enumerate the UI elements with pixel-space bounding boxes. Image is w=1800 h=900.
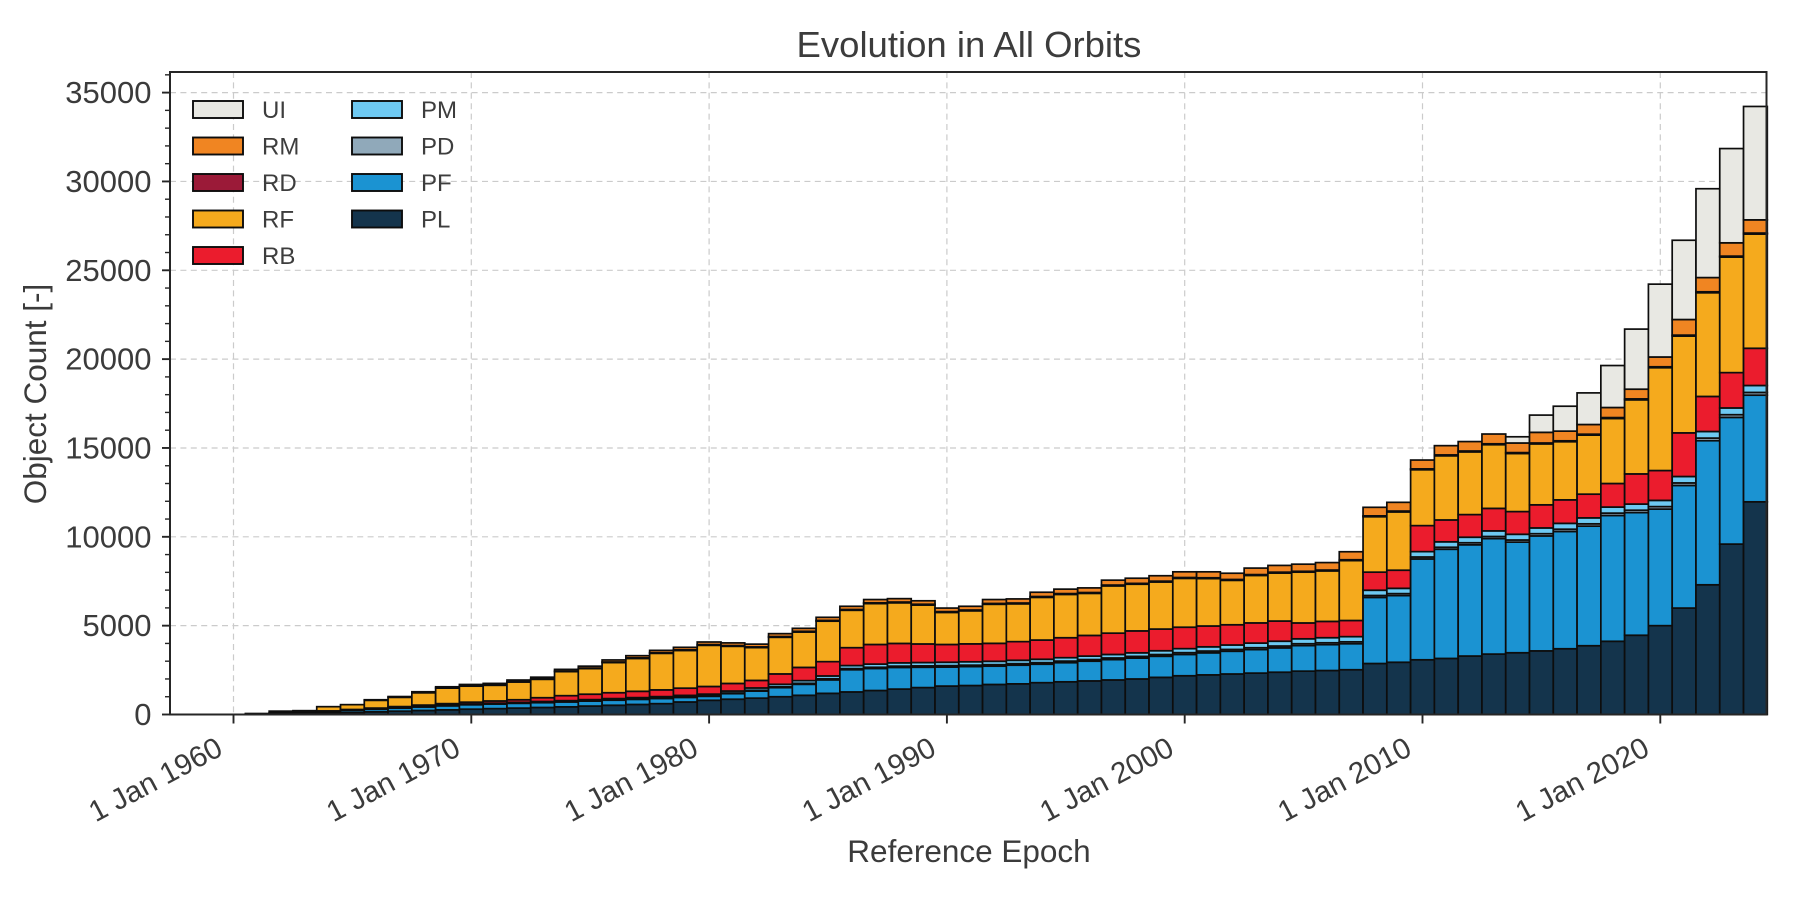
- svg-text:PD: PD: [421, 134, 454, 161]
- svg-text:0: 0: [134, 697, 151, 732]
- svg-text:PL: PL: [421, 207, 450, 234]
- svg-text:RF: RF: [262, 207, 294, 234]
- svg-text:35000: 35000: [65, 75, 151, 110]
- svg-text:Object Count [-]: Object Count [-]: [17, 284, 53, 505]
- svg-text:RB: RB: [262, 243, 295, 270]
- svg-text:30000: 30000: [65, 164, 151, 199]
- svg-text:RD: RD: [262, 170, 297, 197]
- svg-text:RM: RM: [262, 134, 299, 161]
- svg-text:20000: 20000: [65, 342, 151, 377]
- svg-text:15000: 15000: [65, 430, 151, 465]
- svg-text:UI: UI: [262, 97, 286, 124]
- svg-text:25000: 25000: [65, 253, 151, 288]
- svg-text:Evolution in All Orbits: Evolution in All Orbits: [797, 24, 1142, 65]
- svg-text:PF: PF: [421, 170, 452, 197]
- svg-text:5000: 5000: [83, 608, 152, 643]
- svg-text:Reference Epoch: Reference Epoch: [847, 833, 1090, 869]
- svg-text:PM: PM: [421, 97, 457, 124]
- svg-text:10000: 10000: [65, 519, 151, 554]
